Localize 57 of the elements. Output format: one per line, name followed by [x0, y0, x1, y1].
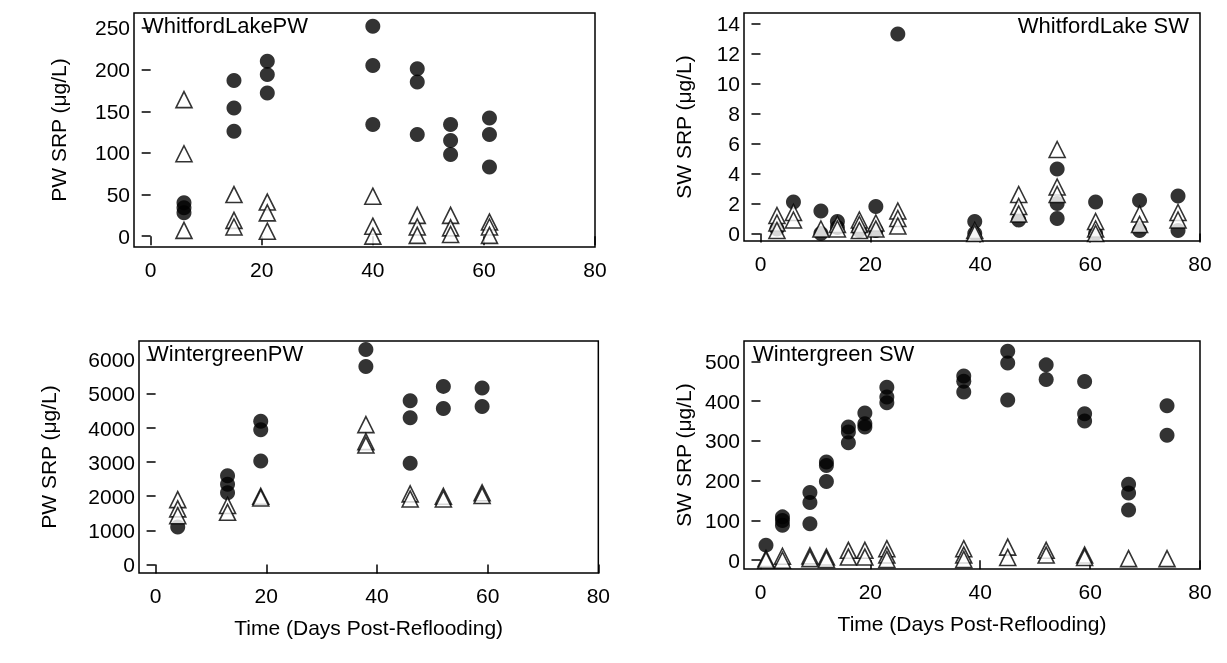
x-tick-label: 60	[1078, 252, 1102, 275]
y-tick-label: 4	[728, 162, 741, 185]
y-axis-title: PW SRP (μg/L)	[37, 385, 60, 529]
y-tick-label: 100	[704, 508, 740, 532]
y-tick-label: 3000	[88, 450, 135, 474]
x-tick-label: 40	[361, 258, 385, 281]
y-tick-label: 500	[704, 349, 740, 373]
y-tick-label: 200	[704, 469, 740, 493]
y-tick-label: 12	[716, 42, 740, 65]
y-tick-label: 4000	[88, 416, 135, 440]
y-axis-title: SW SRP (μg/L)	[672, 55, 695, 199]
x-tick-label: 0	[144, 258, 157, 281]
x-tick-label: 80	[1188, 580, 1212, 603]
y-tick-label: 0	[123, 552, 135, 576]
x-tick-label: 0	[754, 580, 767, 603]
x-tick-label: 20	[250, 258, 274, 281]
y-tick-label: 300	[704, 429, 740, 453]
x-axis-title: Time (Days Post-Reflooding)	[234, 616, 504, 639]
y-tick-label: 2000	[88, 484, 135, 508]
x-tick-label: 80	[583, 258, 607, 281]
y-tick-label: 400	[704, 389, 740, 413]
chart-title: Wintergreen SW	[753, 340, 915, 366]
x-tick-label: 20	[858, 580, 883, 603]
x-tick-label: 60	[472, 258, 496, 281]
y-tick-label: 0	[728, 222, 740, 245]
y-tick-label: 5000	[88, 382, 135, 406]
chart-title: WintergreenPW	[148, 340, 304, 366]
y-tick-label: 10	[716, 72, 740, 95]
x-tick-label: 20	[254, 584, 278, 607]
x-tick-label: 40	[968, 580, 992, 603]
y-tick-label: 6	[728, 132, 740, 155]
y-tick-label: 150	[94, 99, 130, 123]
y-tick-label: 1000	[88, 518, 135, 542]
chart-title: WhitfordLake SW	[1017, 12, 1190, 38]
y-tick-label: 250	[94, 16, 130, 40]
y-tick-label: 50	[106, 183, 130, 207]
y-tick-label: 2	[728, 192, 740, 215]
y-tick-label: 200	[94, 58, 130, 82]
x-tick-label: 0	[754, 252, 767, 275]
x-axis-title: Time (Days Post-Reflooding)	[837, 612, 1107, 635]
x-tick-label: 80	[1188, 252, 1212, 275]
y-tick-label: 0	[118, 224, 130, 248]
y-tick-label: 8	[728, 102, 740, 125]
x-tick-label: 40	[968, 252, 992, 275]
chart-title: WhitfordLakePW	[143, 12, 309, 38]
x-tick-label: 60	[1078, 580, 1102, 603]
x-tick-label: 80	[586, 584, 610, 607]
y-tick-label: 0	[728, 548, 740, 572]
y-axis-title: SW SRP (μg/L)	[672, 383, 695, 527]
x-tick-label: 60	[475, 584, 500, 607]
y-tick-label: 14	[716, 12, 741, 35]
x-tick-label: 20	[858, 252, 883, 275]
x-tick-label: 40	[365, 584, 389, 607]
x-tick-label: 0	[149, 584, 162, 607]
y-tick-label: 100	[94, 141, 130, 165]
y-tick-label: 6000	[88, 348, 135, 372]
y-axis-title: PW SRP (μg/L)	[47, 58, 70, 202]
